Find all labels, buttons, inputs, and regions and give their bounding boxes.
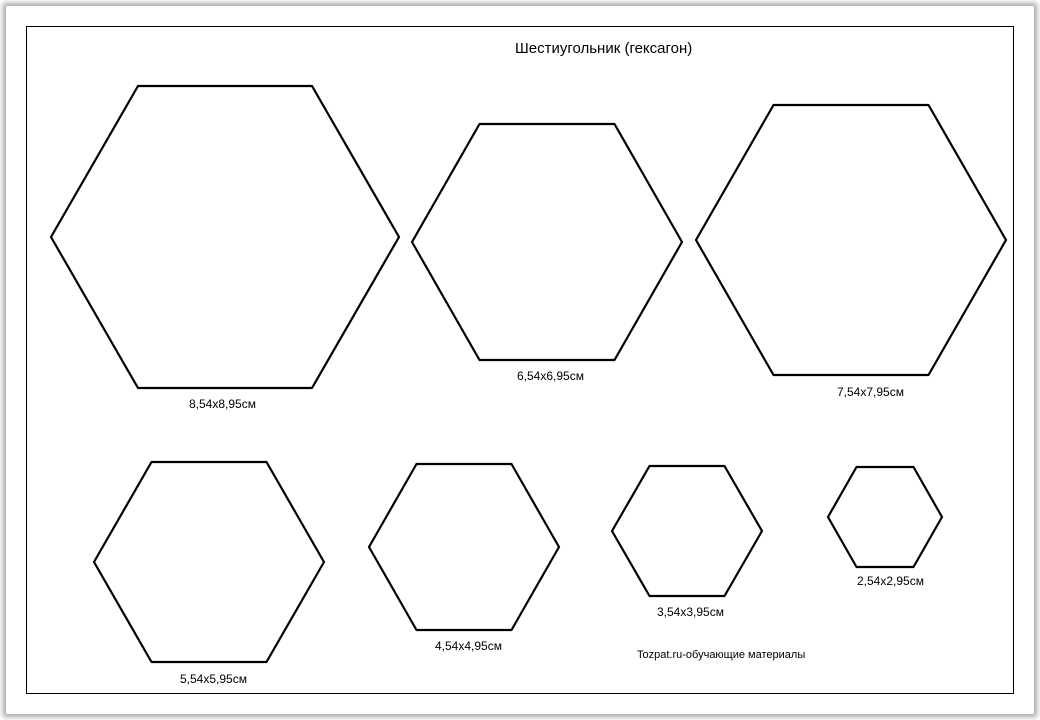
- hexagon-7: [825, 464, 945, 570]
- hexagon-5-label: 4,54х4,95см: [435, 639, 502, 653]
- hexagon-2: [409, 121, 685, 363]
- hexagon-6-label: 3,54х3,95см: [657, 605, 724, 619]
- inner-frame: Шестиугольник (гексагон) 8,54х8,95см 6,5…: [26, 26, 1014, 694]
- hexagon-5: [366, 461, 562, 633]
- hexagon-2-label: 6,54х6,95см: [517, 369, 584, 383]
- outer-frame: Шестиугольник (гексагон) 8,54х8,95см 6,5…: [6, 6, 1034, 714]
- hexagon-4: [91, 459, 327, 665]
- hexagon-1: [48, 83, 402, 391]
- footer-credits: Tozpat.ru-обучающие материалы: [637, 649, 805, 661]
- hexagon-1-label: 8,54х8,95см: [189, 397, 256, 411]
- hexagon-3-label: 7,54х7,95см: [837, 385, 904, 399]
- page-title: Шестиугольник (гексагон): [515, 40, 692, 57]
- hexagon-6: [609, 463, 765, 599]
- hexagon-7-label: 2,54х2,95см: [857, 574, 924, 588]
- hexagon-4-label: 5,54х5,95см: [180, 672, 247, 686]
- hexagon-3: [693, 102, 1009, 378]
